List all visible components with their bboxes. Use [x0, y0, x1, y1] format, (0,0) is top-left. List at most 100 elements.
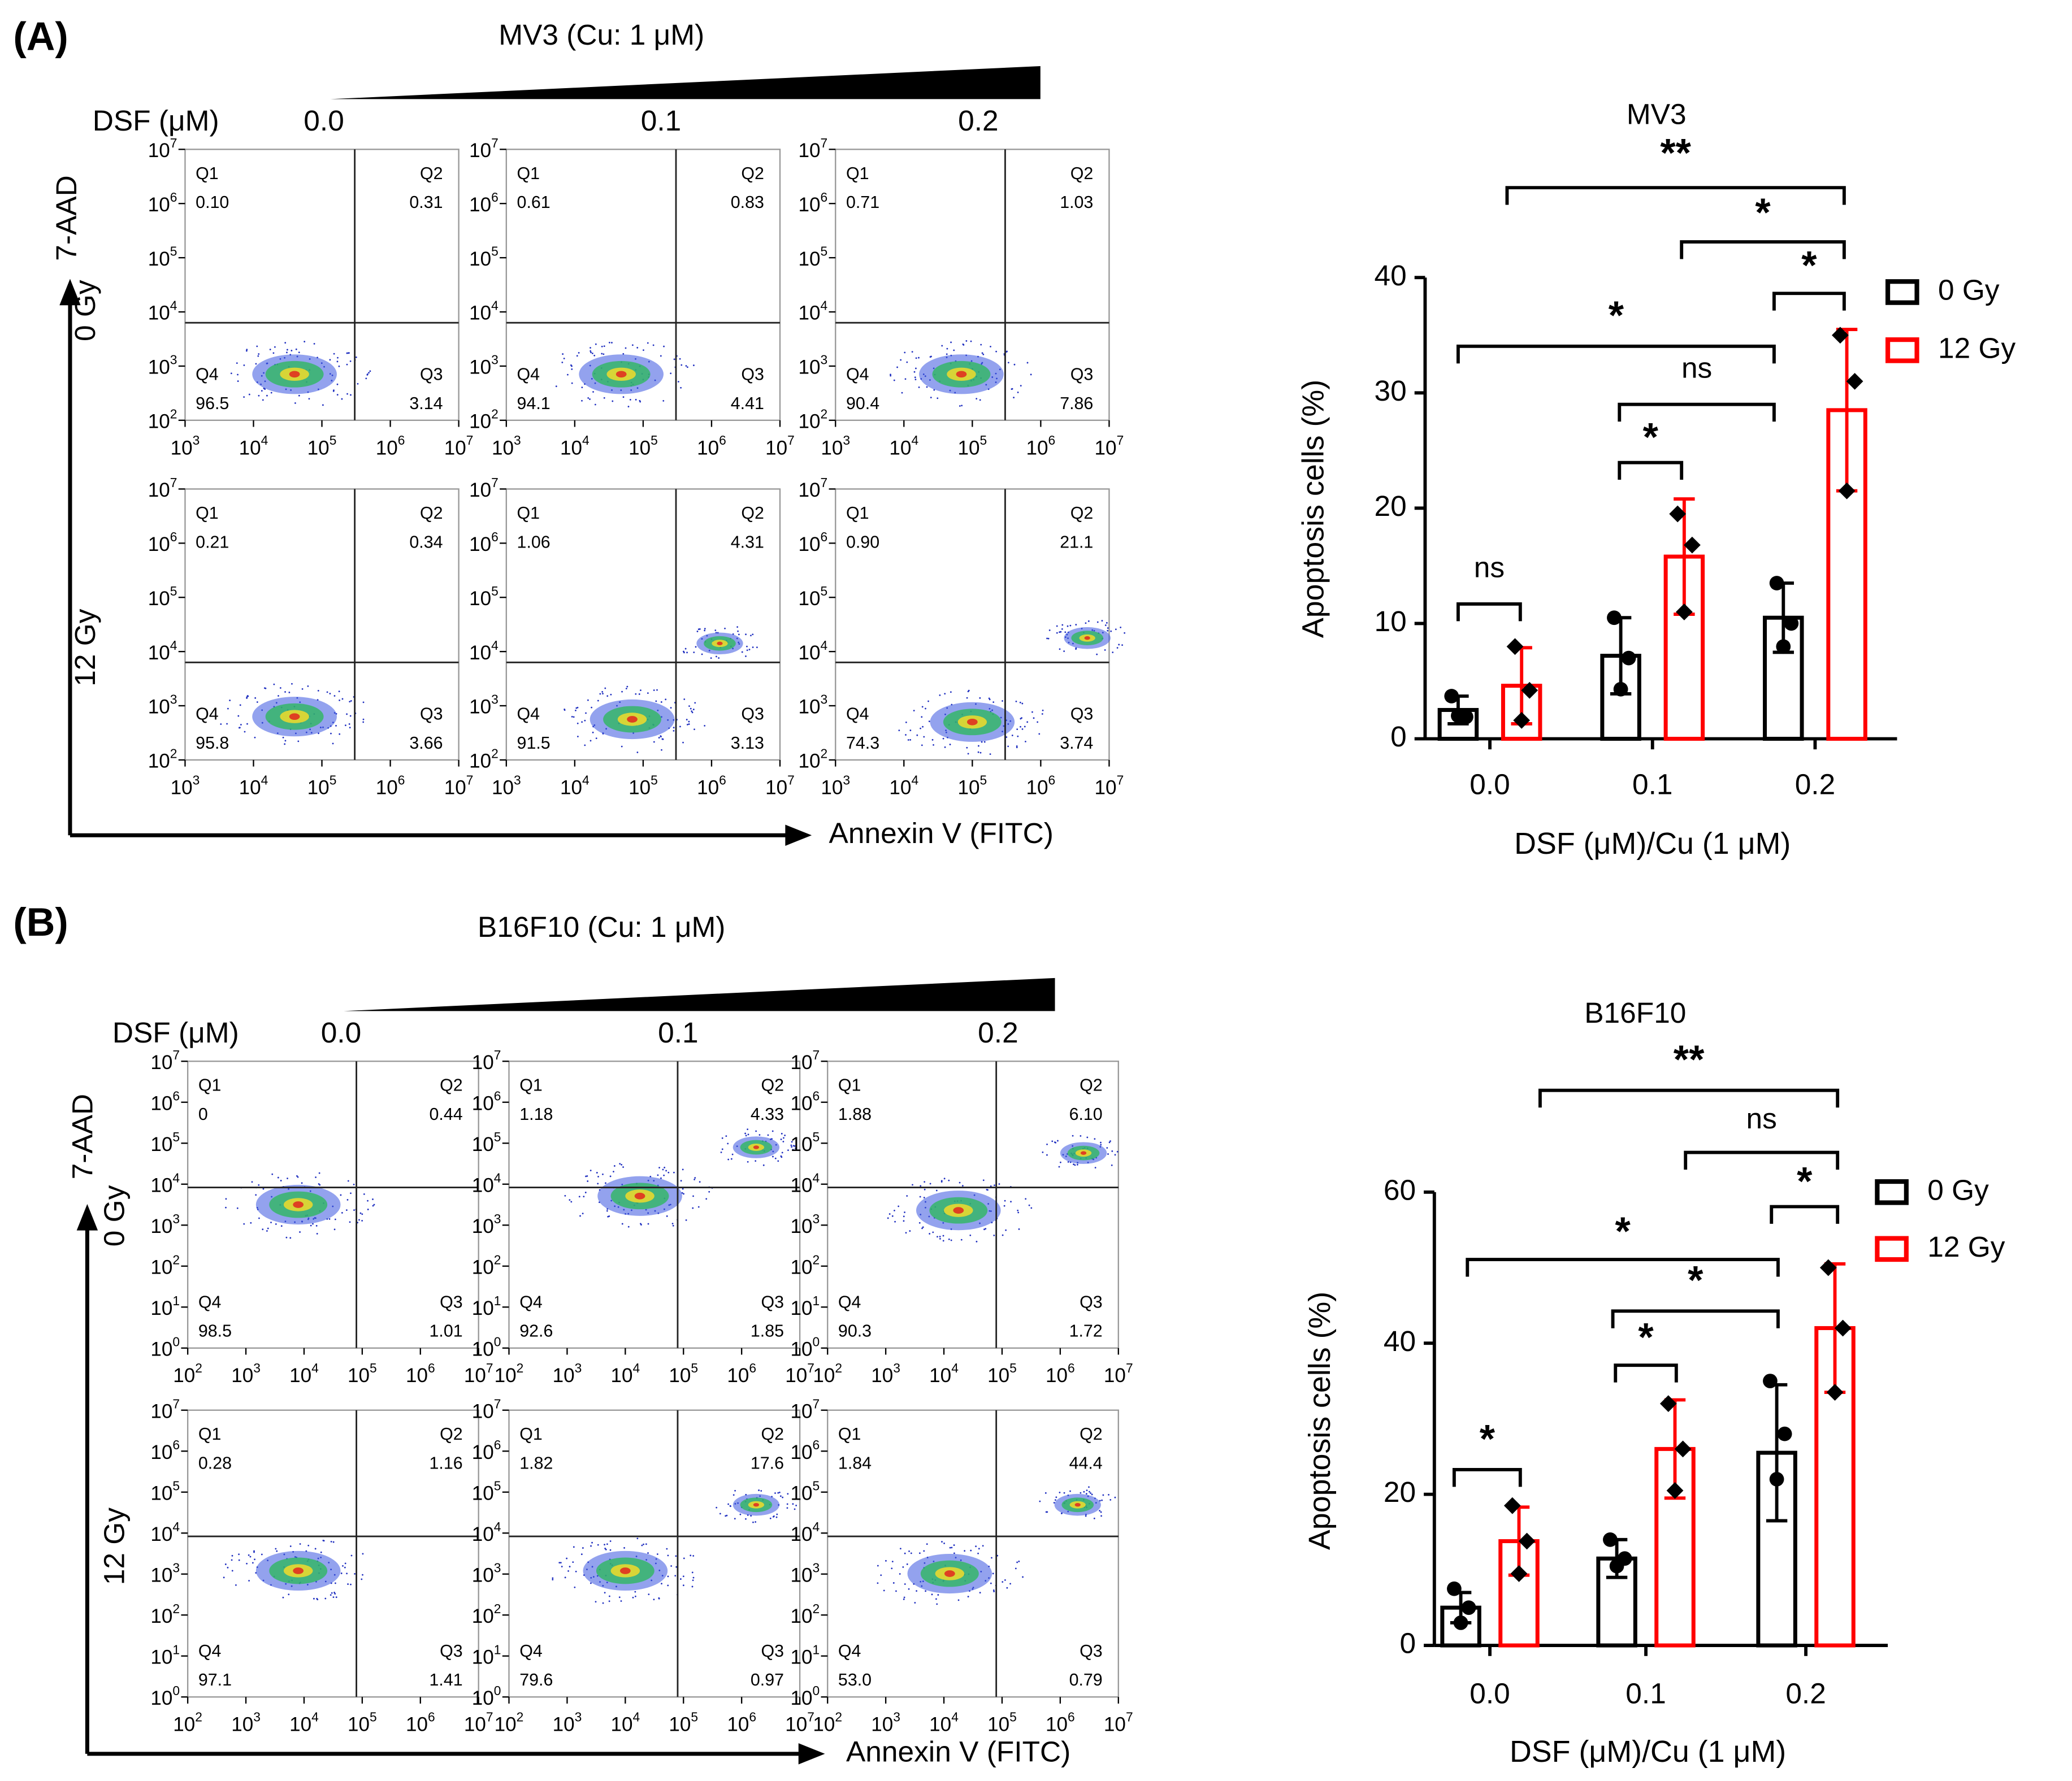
event-dot — [1026, 721, 1029, 723]
significance-label: * — [1615, 1209, 1631, 1253]
tick-base: 10 — [929, 1365, 951, 1387]
tick-base: 10 — [150, 1339, 172, 1361]
y-tick-label: 100 — [472, 1334, 501, 1360]
tick-base: 10 — [492, 777, 514, 799]
y-tick-label: 20 — [1374, 489, 1406, 522]
tick-exponent: 4 — [311, 1710, 319, 1724]
event-dot — [994, 1184, 995, 1187]
event-dot — [745, 655, 747, 657]
event-dot — [561, 1566, 563, 1567]
tick-base: 10 — [790, 1093, 812, 1115]
tick-base: 10 — [171, 777, 193, 799]
event-dot — [331, 1592, 333, 1594]
event-dot — [919, 1196, 921, 1198]
quadrant-percent: 0.79 — [1069, 1670, 1103, 1689]
event-dot — [720, 1151, 722, 1153]
y-tick-label: 10 — [1374, 605, 1406, 637]
event-dot — [990, 1185, 992, 1187]
event-dot — [772, 1516, 774, 1518]
y-axis-label: Apoptosis cells (%) — [1303, 1292, 1337, 1550]
event-dot — [928, 720, 930, 723]
x-tick-label: 104 — [929, 1710, 959, 1736]
event-dot — [1096, 621, 1099, 623]
y-tick-label: 105 — [150, 1130, 180, 1156]
data-point — [1676, 603, 1693, 620]
tick-base: 10 — [790, 1052, 812, 1074]
significance-bracket — [1770, 1205, 1840, 1224]
event-dot — [572, 1561, 574, 1563]
event-dot — [602, 693, 604, 695]
tick-base: 10 — [1046, 1365, 1068, 1387]
event-dot — [563, 709, 566, 711]
event-dot — [257, 355, 259, 357]
data-point — [1684, 536, 1701, 554]
y-tick-label: 103 — [790, 1560, 820, 1586]
event-dot — [1057, 1140, 1059, 1142]
event-dot — [308, 398, 310, 400]
event-dot — [261, 1553, 263, 1556]
event-dot — [652, 344, 654, 346]
tick-base: 10 — [150, 1215, 172, 1237]
y-tick-label: 107 — [469, 475, 499, 501]
x-tick-label: 106 — [1026, 772, 1056, 798]
event-dot — [1106, 1147, 1108, 1149]
event-dot — [277, 1176, 279, 1179]
tick-exponent: 3 — [170, 692, 177, 707]
event-dot — [366, 373, 369, 376]
event-dot — [906, 361, 908, 363]
tick-base: 10 — [790, 1523, 812, 1545]
tick-base: 10 — [798, 194, 820, 216]
event-dot — [969, 1234, 972, 1236]
event-dot — [675, 1555, 677, 1557]
event-dot — [942, 1235, 944, 1237]
quadrant-percent: 1.03 — [1060, 193, 1093, 212]
event-dot — [345, 1209, 348, 1211]
quadrant-name: Q1 — [196, 503, 219, 523]
event-dot — [594, 403, 596, 406]
event-dot — [1110, 630, 1112, 632]
tick-exponent: 3 — [172, 1560, 180, 1575]
tick-base: 10 — [765, 777, 787, 799]
event-dot — [341, 698, 344, 700]
event-dot — [313, 342, 315, 345]
event-dot — [693, 651, 695, 653]
event-dot — [1067, 1161, 1069, 1163]
tick-exponent: 5 — [491, 244, 499, 259]
tick-exponent: 5 — [651, 772, 658, 787]
event-dot — [964, 1550, 966, 1552]
event-dot — [790, 1144, 792, 1146]
tick-base: 10 — [495, 1714, 517, 1736]
y-tick-label: 102 — [150, 1601, 180, 1627]
event-dot — [357, 383, 359, 385]
x-tick-label: 103 — [171, 772, 200, 798]
event-dot — [258, 1217, 260, 1219]
x-tick-label: 105 — [957, 433, 987, 459]
event-dot — [638, 693, 640, 695]
event-dot — [1059, 648, 1061, 650]
event-dot — [238, 1559, 240, 1561]
tick-base: 10 — [469, 588, 491, 610]
event-dot — [714, 629, 717, 631]
y-tick-label: 104 — [469, 638, 499, 664]
event-dot — [1021, 702, 1024, 705]
event-dot — [316, 1233, 318, 1235]
event-dot — [725, 1135, 727, 1137]
tick-exponent: 6 — [749, 1710, 756, 1724]
event-dot — [350, 1583, 352, 1585]
event-dot — [237, 715, 240, 717]
y-tick-label: 103 — [150, 1560, 180, 1586]
tick-base: 10 — [821, 777, 843, 799]
event-dot — [894, 1209, 895, 1211]
event-dot — [369, 370, 371, 372]
data-point — [1444, 689, 1459, 703]
quadrant-percent: 0.34 — [409, 532, 443, 551]
quadrant-name: Q4 — [846, 704, 869, 723]
tick-base: 10 — [239, 777, 261, 799]
event-dot — [667, 1171, 670, 1174]
quadrant-name: Q4 — [517, 364, 540, 384]
dose-value: 0.0 — [304, 104, 344, 137]
event-dot — [362, 1553, 364, 1555]
event-dot — [730, 1158, 732, 1160]
quadrant-name: Q2 — [1080, 1076, 1103, 1095]
event-dot — [571, 365, 573, 367]
